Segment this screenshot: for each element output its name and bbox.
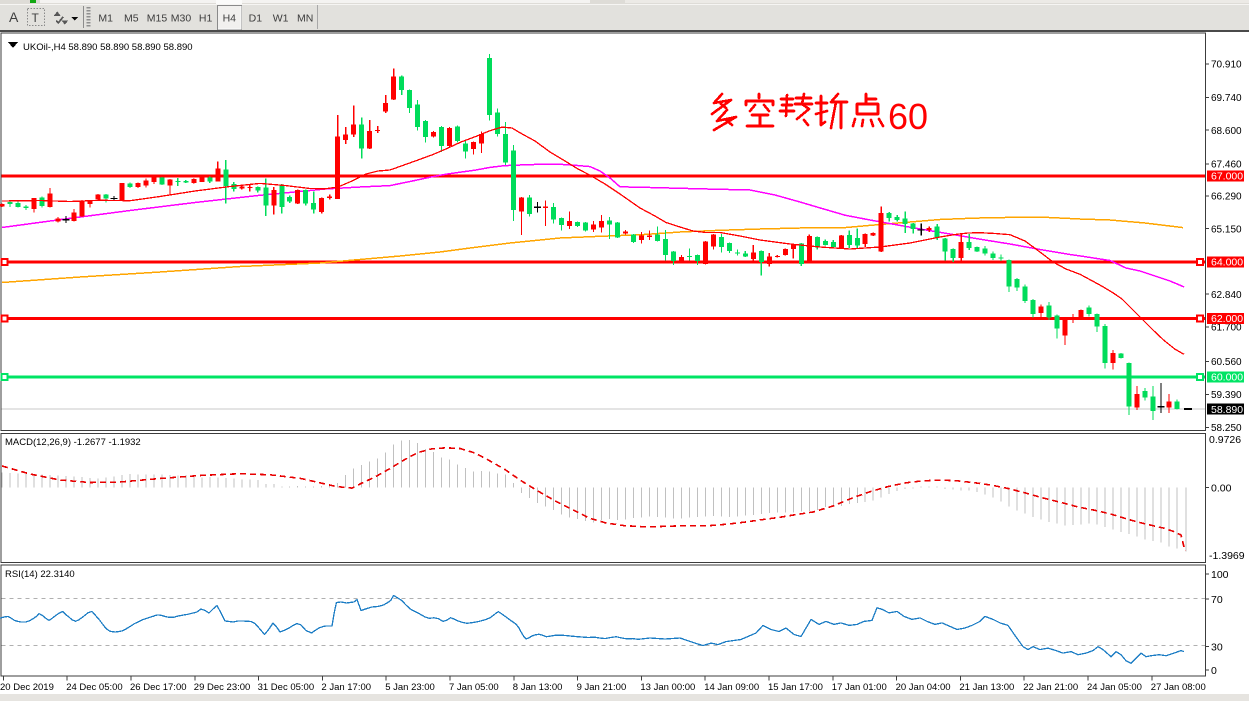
svg-text:D1: D1 — [249, 13, 263, 25]
svg-text:H1: H1 — [199, 13, 213, 25]
svg-text:22 Jan 21:00: 22 Jan 21:00 — [1023, 682, 1078, 693]
svg-text:M1: M1 — [98, 13, 113, 25]
svg-text:H4: H4 — [223, 13, 237, 25]
svg-text:62.840: 62.840 — [1211, 290, 1242, 301]
svg-text:-1.3969: -1.3969 — [1209, 550, 1245, 562]
svg-text:MN: MN — [297, 13, 313, 25]
svg-text:A: A — [9, 9, 19, 25]
svg-text:60.560: 60.560 — [1211, 357, 1242, 368]
svg-text:UKOil-,H4 58.890 58.890 58.89: UKOil-,H4 58.890 58.890 58.890 58.890 — [23, 42, 193, 53]
svg-text:29 Dec 23:00: 29 Dec 23:00 — [194, 682, 251, 693]
svg-text:W1: W1 — [273, 13, 289, 25]
svg-text:24 Jan 05:00: 24 Jan 05:00 — [1087, 682, 1142, 693]
svg-text:67.460: 67.460 — [1211, 160, 1242, 171]
svg-text:15 Jan 17:00: 15 Jan 17:00 — [768, 682, 823, 693]
svg-text:31 Dec 05:00: 31 Dec 05:00 — [258, 682, 315, 693]
svg-text:0: 0 — [1211, 665, 1217, 677]
svg-text:60: 60 — [888, 96, 928, 137]
svg-text:5 Jan 23:00: 5 Jan 23:00 — [385, 682, 435, 693]
svg-text:64.000: 64.000 — [1211, 257, 1243, 269]
svg-text:8 Jan 13:00: 8 Jan 13:00 — [513, 682, 563, 693]
svg-text:MACD(12,26,9) -1.2677 -1.1932: MACD(12,26,9) -1.2677 -1.1932 — [5, 437, 141, 448]
svg-text:68.600: 68.600 — [1211, 126, 1242, 137]
svg-text:67.000: 67.000 — [1211, 171, 1243, 183]
svg-text:7 Jan 05:00: 7 Jan 05:00 — [449, 682, 499, 693]
svg-text:20 Dec 2019: 20 Dec 2019 — [0, 682, 54, 693]
svg-text:21 Jan 13:00: 21 Jan 13:00 — [959, 682, 1014, 693]
svg-text:9 Jan 21:00: 9 Jan 21:00 — [577, 682, 627, 693]
svg-text:14 Jan 09:00: 14 Jan 09:00 — [704, 682, 759, 693]
svg-text:M30: M30 — [171, 13, 192, 25]
svg-text:58.250: 58.250 — [1211, 423, 1242, 434]
svg-text:2 Jan 17:00: 2 Jan 17:00 — [321, 682, 371, 693]
svg-text:100: 100 — [1211, 569, 1229, 581]
svg-text:17 Jan 01:00: 17 Jan 01:00 — [832, 682, 887, 693]
svg-text:20 Jan 04:00: 20 Jan 04:00 — [896, 682, 951, 693]
svg-text:24 Dec 05:00: 24 Dec 05:00 — [66, 682, 123, 693]
svg-text:58.890: 58.890 — [1211, 404, 1243, 416]
svg-text:T: T — [32, 11, 40, 25]
svg-text:66.290: 66.290 — [1211, 192, 1242, 203]
svg-text:0.00: 0.00 — [1211, 482, 1232, 494]
svg-text:61.700: 61.700 — [1211, 323, 1242, 334]
svg-text:70.910: 70.910 — [1211, 60, 1242, 71]
svg-text:60.000: 60.000 — [1211, 372, 1243, 384]
svg-text:13 Jan 00:00: 13 Jan 00:00 — [640, 682, 695, 693]
svg-text:27 Jan 08:00: 27 Jan 08:00 — [1151, 682, 1206, 693]
svg-text:0.9726: 0.9726 — [1209, 434, 1241, 446]
svg-text:M15: M15 — [147, 13, 168, 25]
svg-text:62.000: 62.000 — [1211, 313, 1243, 325]
svg-text:26 Dec 17:00: 26 Dec 17:00 — [130, 682, 187, 693]
svg-text:30: 30 — [1211, 641, 1223, 653]
svg-text:M5: M5 — [124, 13, 139, 25]
svg-text:RSI(14) 22.3140: RSI(14) 22.3140 — [5, 569, 75, 580]
svg-text:70: 70 — [1211, 594, 1223, 606]
svg-text:65.150: 65.150 — [1211, 224, 1242, 235]
svg-text:59.390: 59.390 — [1211, 390, 1242, 401]
svg-text:69.740: 69.740 — [1211, 93, 1242, 104]
